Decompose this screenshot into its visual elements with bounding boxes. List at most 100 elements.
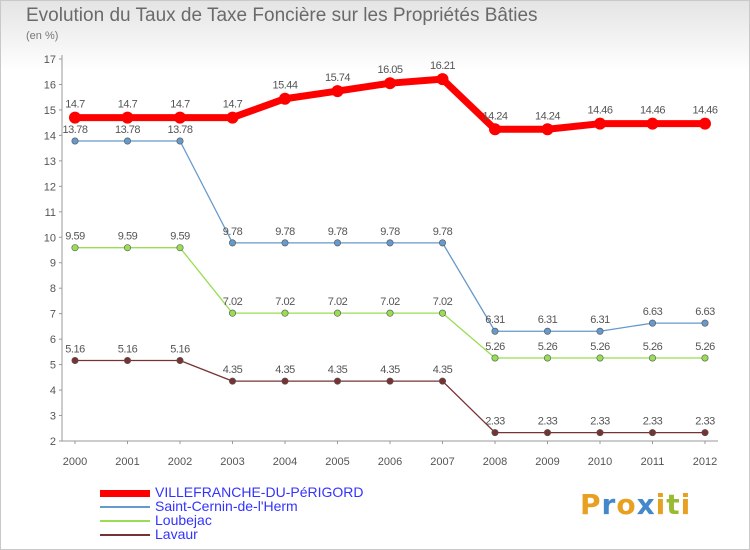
legend-label: VILLEFRANCHE-DU-PéRIGORD xyxy=(155,484,364,500)
y-axis-unit-label: (en %) xyxy=(26,30,59,42)
data-label: 9.59 xyxy=(170,231,190,243)
data-label: 5.26 xyxy=(485,341,505,353)
y-tick-label: 5 xyxy=(50,360,56,372)
data-point xyxy=(176,244,184,252)
data-point xyxy=(648,354,656,362)
data-label: 2.33 xyxy=(643,416,663,428)
y-tick-label: 15 xyxy=(44,105,56,117)
data-label: 6.63 xyxy=(643,306,663,318)
data-label: 4.35 xyxy=(223,364,243,376)
data-point xyxy=(543,429,551,437)
data-label: 6.31 xyxy=(538,314,558,326)
y-tick-label: 4 xyxy=(50,385,56,397)
data-point xyxy=(491,354,499,362)
data-point xyxy=(491,429,499,437)
legend-swatch xyxy=(100,489,150,497)
data-label: 5.16 xyxy=(118,344,138,356)
x-tick-label: 2009 xyxy=(535,456,559,468)
legend-item: Lavaur xyxy=(100,526,400,543)
data-label: 14.7 xyxy=(223,99,243,111)
data-label: 13.78 xyxy=(62,124,87,136)
x-tick-label: 2007 xyxy=(430,456,454,468)
legend-item: Saint-Cernin-de-l'Herm xyxy=(100,498,400,515)
data-label: 5.26 xyxy=(538,341,558,353)
data-point xyxy=(489,123,501,136)
x-tick-label: 2000 xyxy=(63,456,87,468)
data-label: 13.78 xyxy=(115,124,140,136)
data-label: 2.33 xyxy=(590,416,610,428)
legend-swatch xyxy=(100,506,150,508)
y-tick-label: 16 xyxy=(44,79,56,91)
data-label: 7.02 xyxy=(223,296,243,308)
data-label: 16.05 xyxy=(377,64,402,76)
data-label: 6.31 xyxy=(590,314,610,326)
logo-letter: r xyxy=(601,488,617,521)
x-tick-label: 2004 xyxy=(273,456,297,468)
y-tick-label: 2 xyxy=(50,436,56,448)
chart-title: Evolution du Taux de Taxe Foncière sur l… xyxy=(26,5,538,26)
data-label: 4.35 xyxy=(433,364,453,376)
data-point xyxy=(229,377,237,385)
data-point xyxy=(124,357,132,365)
y-tick-label: 8 xyxy=(50,283,56,295)
data-point xyxy=(229,239,237,247)
data-point xyxy=(121,111,134,124)
data-point xyxy=(124,244,132,252)
y-tick-label: 17 xyxy=(44,54,56,66)
data-label: 9.59 xyxy=(65,231,85,243)
data-point xyxy=(71,137,79,145)
data-label: 5.26 xyxy=(590,341,610,353)
y-tick-label: 14 xyxy=(44,130,56,142)
data-point xyxy=(596,429,604,437)
data-point xyxy=(384,77,396,90)
data-label: 9.78 xyxy=(433,226,453,238)
data-point xyxy=(174,111,186,124)
y-tick-label: 6 xyxy=(50,334,56,346)
data-point xyxy=(594,117,606,130)
data-label: 7.02 xyxy=(275,296,295,308)
logo-letter: i xyxy=(655,488,667,521)
logo-letter: i xyxy=(680,488,692,521)
data-point xyxy=(331,85,344,98)
data-label: 13.78 xyxy=(167,124,192,136)
legend-item: VILLEFRANCHE-DU-PéRIGORD xyxy=(100,484,400,501)
data-point xyxy=(646,117,659,130)
data-point xyxy=(491,327,499,335)
data-point xyxy=(69,111,81,124)
x-tick-label: 2006 xyxy=(378,456,402,468)
data-point xyxy=(436,73,449,86)
data-point xyxy=(596,327,604,335)
data-point xyxy=(648,319,656,327)
data-label: 2.33 xyxy=(695,416,715,428)
y-tick-label: 10 xyxy=(44,232,56,244)
data-label: 14.46 xyxy=(640,105,665,117)
data-label: 5.26 xyxy=(643,341,663,353)
data-label: 5.26 xyxy=(695,341,715,353)
data-label: 9.78 xyxy=(223,226,243,238)
data-label: 7.02 xyxy=(433,296,453,308)
data-label: 15.44 xyxy=(272,80,297,92)
data-point xyxy=(281,377,289,385)
legend-swatch xyxy=(100,534,150,536)
data-point xyxy=(281,309,289,317)
y-tick-label: 11 xyxy=(45,207,56,219)
data-point xyxy=(438,377,446,385)
data-point xyxy=(279,92,291,105)
data-label: 9.78 xyxy=(275,226,295,238)
data-label: 14.7 xyxy=(118,99,138,111)
data-label: 7.02 xyxy=(380,296,400,308)
data-point xyxy=(543,354,551,362)
data-label: 14.46 xyxy=(587,105,612,117)
legend-label: Lavaur xyxy=(155,526,198,542)
y-tick-label: 12 xyxy=(44,181,56,193)
y-tick-label: 9 xyxy=(50,258,56,270)
data-point xyxy=(176,357,184,365)
data-label: 16.21 xyxy=(430,60,455,72)
proxiti-logo: Proxiti xyxy=(580,488,691,521)
data-label: 6.63 xyxy=(695,306,715,318)
data-point xyxy=(386,309,394,317)
data-label: 14.24 xyxy=(482,110,507,122)
logo-letter: t xyxy=(666,488,681,521)
data-label: 4.35 xyxy=(275,364,295,376)
